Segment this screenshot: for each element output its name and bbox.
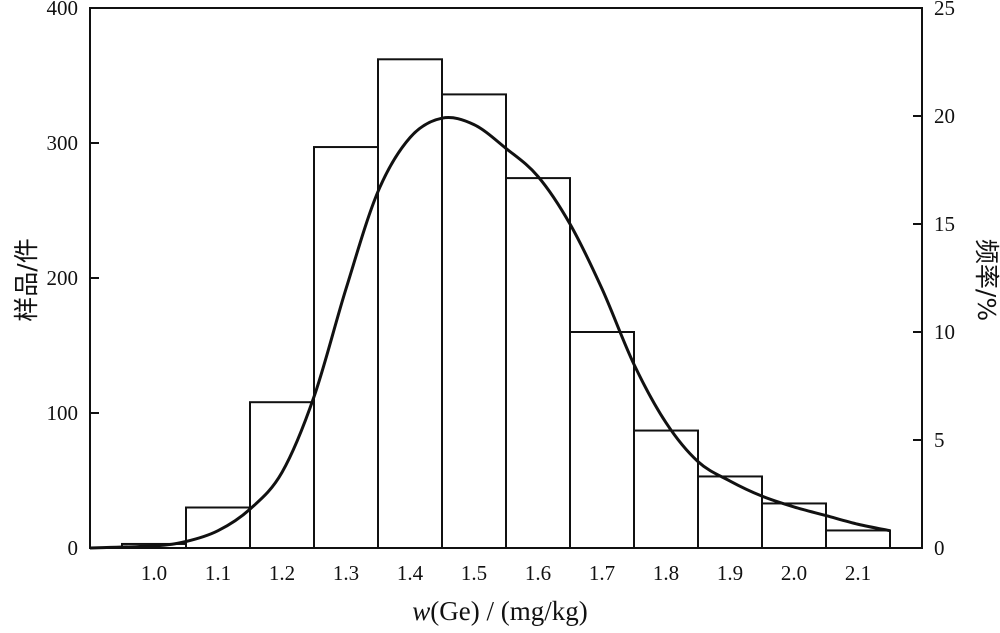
right-y-tick-label: 10 (934, 320, 955, 344)
right-y-tick-label: 15 (934, 212, 955, 236)
histogram-bar-8 (569, 331, 635, 549)
right-y-axis-ticks: 0 5 10 15 20 25 (913, 0, 955, 560)
left-y-tick-label: 0 (68, 536, 79, 560)
histogram-bar-9 (633, 429, 699, 549)
x-axis-title: w(Ge) / (mg/kg) (412, 596, 587, 626)
histogram-bar-7 (505, 177, 571, 549)
x-tick-label: 1.5 (461, 561, 487, 585)
right-y-axis-title: 频率/% (972, 239, 1000, 321)
x-tick-label: 1.0 (141, 561, 167, 585)
histogram-bar-10 (697, 475, 763, 550)
left-y-tick-label: 100 (47, 401, 79, 425)
left-y-tick-label: 300 (47, 131, 79, 155)
right-y-tick-label: 5 (934, 428, 945, 452)
histogram-bar-2 (185, 506, 251, 549)
x-axis-title-variable: w (412, 596, 430, 626)
x-axis-title-units: (Ge) / (mg/kg) (430, 596, 587, 626)
left-y-tick-label: 200 (47, 266, 79, 290)
x-tick-label: 2.1 (845, 561, 871, 585)
histogram-bar-11 (761, 502, 827, 550)
x-tick-label: 2.0 (781, 561, 807, 585)
left-y-axis-ticks: 0 100 200 300 400 (47, 0, 99, 560)
x-tick-label: 1.4 (397, 561, 424, 585)
right-y-tick-label: 20 (934, 104, 955, 128)
right-y-tick-label: 0 (934, 536, 945, 560)
x-axis-ticks: 1.0 1.1 1.2 1.3 1.4 1.5 1.6 1.7 1.8 1.9 2.0 2.1 (141, 561, 871, 585)
x-tick-label: 1.1 (205, 561, 231, 585)
histogram-bar-4 (313, 146, 379, 550)
x-tick-label: 1.6 (525, 561, 551, 585)
left-y-tick-label: 400 (47, 0, 79, 20)
histogram-bar-6 (441, 93, 507, 550)
frequency-curve (89, 116, 891, 550)
x-tick-label: 1.8 (653, 561, 679, 585)
histogram-bars (121, 58, 891, 550)
x-tick-label: 1.9 (717, 561, 743, 585)
x-tick-label: 1.2 (269, 561, 295, 585)
histogram-bar-12 (825, 529, 891, 550)
x-tick-label: 1.3 (333, 561, 359, 585)
x-tick-label: 1.7 (589, 561, 615, 585)
right-y-tick-label: 25 (934, 0, 955, 20)
histogram-bar-5 (377, 58, 443, 550)
left-y-axis-title: 样品/件 (12, 238, 41, 321)
